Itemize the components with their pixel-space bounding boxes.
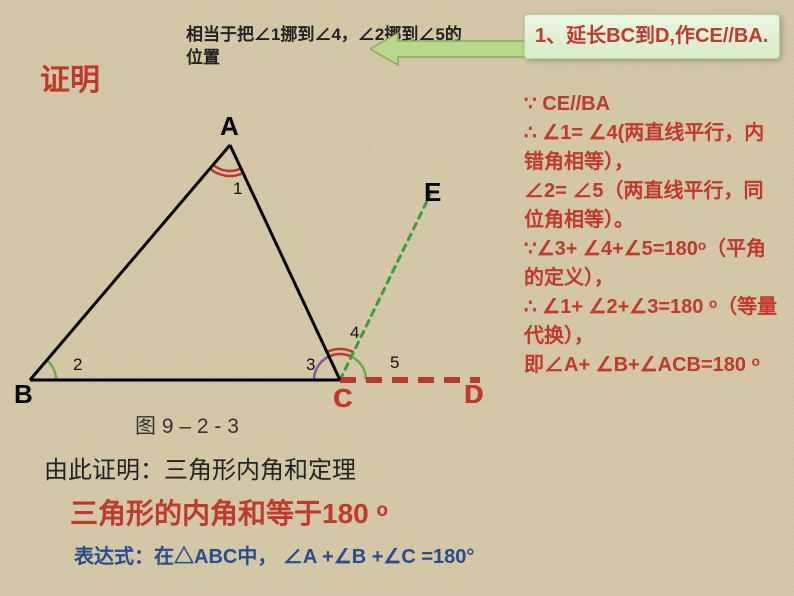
- triangle-diagram: ABCDE 12345: [20, 115, 510, 415]
- angle-label-1: 1: [233, 179, 242, 199]
- construction-box: 1、延长BC到D,作CE//BA.: [524, 14, 780, 59]
- expression-text: 表达式：在△ABC中， ∠A +∠B +∠C =180°: [74, 540, 474, 569]
- theorem-text: 三角形的内角和等于180 ᵒ: [70, 492, 388, 532]
- angle-label-5: 5: [390, 353, 399, 373]
- construction-text: 1、延长BC到D,作CE//BA.: [535, 23, 769, 50]
- angle-label-3: 3: [306, 355, 315, 375]
- vertex-label-b: B: [14, 379, 33, 410]
- vertex-label-e: E: [424, 177, 441, 208]
- figure-caption: 图 9 – 2 - 3: [135, 410, 239, 440]
- proof-body: ∵ CE//BA∴ ∠1= ∠4(两直线平行，内错角相等）， ∠2= ∠5（两直…: [524, 90, 780, 380]
- vertex-label-a: A: [220, 111, 239, 142]
- pointer-arrow: [370, 30, 525, 68]
- angle-label-2: 2: [73, 355, 82, 375]
- vertex-label-c: C: [333, 383, 352, 414]
- proof-title: 证明: [40, 55, 100, 99]
- vertex-label-d: D: [464, 379, 483, 410]
- angle-label-4: 4: [350, 323, 359, 343]
- conclusion-text: 由此证明：三角形内角和定理: [44, 450, 356, 485]
